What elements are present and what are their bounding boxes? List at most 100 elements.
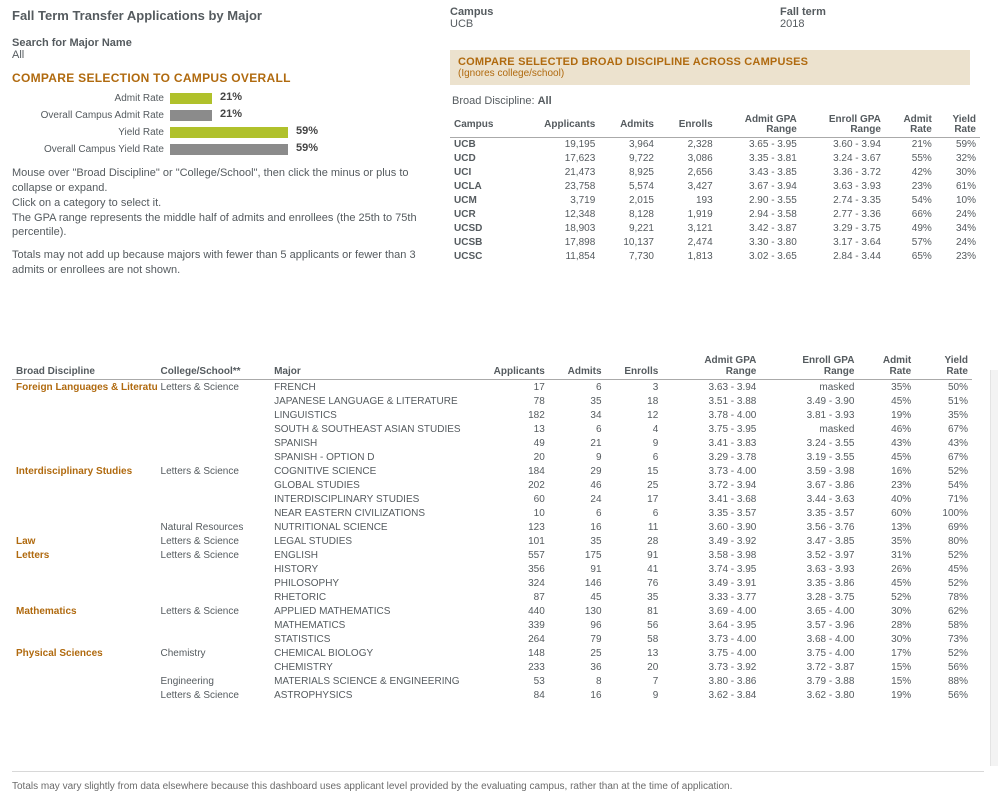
detail-cell: 35	[606, 590, 663, 604]
campus-col-header[interactable]: Enroll GPARange	[801, 113, 885, 137]
detail-row[interactable]: SOUTH & SOUTHEAST ASIAN STUDIES13643.75 …	[12, 422, 972, 436]
detail-row[interactable]: HISTORY35691413.74 - 3.953.63 - 3.9326%4…	[12, 562, 972, 576]
campus-term-grid: Campus UCB Fall term 2018	[450, 6, 990, 30]
term-value[interactable]: 2018	[780, 18, 980, 30]
detail-row[interactable]: EngineeringMATERIALS SCIENCE & ENGINEERI…	[12, 674, 972, 688]
campus-cell: 55%	[885, 152, 936, 166]
campus-cell: 2,474	[658, 236, 717, 250]
detail-cell: 73%	[915, 632, 972, 646]
campus-row[interactable]: UCM3,7192,0151932.90 - 3.552.74 - 3.3554…	[450, 194, 980, 208]
campus-row[interactable]: UCD17,6239,7223,0863.35 - 3.813.24 - 3.6…	[450, 152, 980, 166]
detail-cell: SPANISH - OPTION D	[270, 450, 482, 464]
detail-row[interactable]: RHETORIC8745353.33 - 3.773.28 - 3.7552%7…	[12, 590, 972, 604]
detail-row[interactable]: JAPANESE LANGUAGE & LITERATURE7835183.51…	[12, 394, 972, 408]
detail-cell: 3.75 - 4.00	[662, 646, 760, 660]
detail-cell: 202	[482, 478, 549, 492]
campus-row[interactable]: UCLA23,7585,5743,4273.67 - 3.943.63 - 3.…	[450, 180, 980, 194]
detail-row[interactable]: STATISTICS26479583.73 - 4.003.68 - 4.003…	[12, 632, 972, 646]
detail-cell: 184	[482, 464, 549, 478]
campus-col-header[interactable]: AdmitRate	[885, 113, 936, 137]
campus-col-header[interactable]: Applicants	[516, 113, 599, 137]
detail-row[interactable]: LawLetters & ScienceLEGAL STUDIES1013528…	[12, 534, 972, 548]
detail-cell: 29	[549, 464, 606, 478]
detail-cell	[157, 506, 271, 520]
campus-row[interactable]: UCSB17,89810,1372,4743.30 - 3.803.17 - 3…	[450, 236, 980, 250]
detail-row[interactable]: Physical SciencesChemistryCHEMICAL BIOLO…	[12, 646, 972, 660]
campus-cell: 3.65 - 3.95	[717, 137, 801, 152]
detail-cell: 123	[482, 520, 549, 534]
detail-row[interactable]: NEAR EASTERN CIVILIZATIONS10663.35 - 3.5…	[12, 506, 972, 520]
campus-cell: 193	[658, 194, 717, 208]
detail-row[interactable]: Natural ResourcesNUTRITIONAL SCIENCE1231…	[12, 520, 972, 534]
detail-cell: 20	[606, 660, 663, 674]
detail-cell: 17	[482, 380, 549, 395]
detail-row[interactable]: LINGUISTICS18234123.78 - 4.003.81 - 3.93…	[12, 408, 972, 422]
campus-row[interactable]: UCI21,4738,9252,6563.43 - 3.853.36 - 3.7…	[450, 166, 980, 180]
detail-cell: MATHEMATICS	[270, 618, 482, 632]
campus-cell: 2.90 - 3.55	[717, 194, 801, 208]
campus-col-header[interactable]: YieldRate	[936, 113, 980, 137]
detail-cell: 17%	[858, 646, 915, 660]
detail-col-header[interactable]: Enroll GPARange	[760, 355, 858, 380]
detail-cell: 3.62 - 3.84	[662, 688, 760, 702]
detail-col-header[interactable]: AdmitRate	[858, 355, 915, 380]
detail-row[interactable]: SPANISH492193.41 - 3.833.24 - 3.5543%43%	[12, 436, 972, 450]
campus-col-header[interactable]: Admits	[599, 113, 658, 137]
detail-cell: 557	[482, 548, 549, 562]
detail-cell: 3.28 - 3.75	[760, 590, 858, 604]
campus-value[interactable]: UCB	[450, 18, 780, 30]
campus-row[interactable]: UCSD18,9039,2213,1213.42 - 3.873.29 - 3.…	[450, 222, 980, 236]
detail-cell: 3.81 - 3.93	[760, 408, 858, 422]
campus-col-header[interactable]: Admit GPARange	[717, 113, 801, 137]
detail-row[interactable]: INTERDISCIPLINARY STUDIES6024173.41 - 3.…	[12, 492, 972, 506]
detail-cell: 21	[549, 436, 606, 450]
detail-table: Broad DisciplineCollege/School**MajorApp…	[12, 355, 972, 702]
campus-row[interactable]: UCSC11,8547,7301,8133.02 - 3.652.84 - 3.…	[450, 250, 980, 264]
bar-track	[170, 127, 370, 138]
campus-cell: 24%	[936, 208, 980, 222]
instructions-text: Mouse over "Broad Discipline" or "Colleg…	[0, 158, 440, 278]
campus-cell: 3.63 - 3.93	[801, 180, 885, 194]
detail-cell: FRENCH	[270, 380, 482, 395]
detail-cell	[157, 478, 271, 492]
detail-row[interactable]: SPANISH - OPTION D20963.29 - 3.783.19 - …	[12, 450, 972, 464]
scrollbar-vertical[interactable]	[990, 370, 998, 766]
detail-col-header[interactable]: Enrolls	[606, 355, 663, 380]
detail-row[interactable]: Interdisciplinary StudiesLetters & Scien…	[12, 464, 972, 478]
detail-col-header[interactable]: Applicants	[482, 355, 549, 380]
detail-row[interactable]: CHEMISTRY23336203.73 - 3.923.72 - 3.8715…	[12, 660, 972, 674]
detail-cell	[12, 590, 157, 604]
campus-col-header[interactable]: Enrolls	[658, 113, 717, 137]
detail-cell: 69%	[915, 520, 972, 534]
detail-col-header[interactable]: Major	[270, 355, 482, 380]
detail-cell	[12, 688, 157, 702]
detail-col-header[interactable]: YieldRate	[915, 355, 972, 380]
campus-row[interactable]: UCR12,3488,1281,9192.94 - 3.582.77 - 3.3…	[450, 208, 980, 222]
detail-cell: 46	[549, 478, 606, 492]
detail-row[interactable]: Letters & ScienceASTROPHYSICS841693.62 -…	[12, 688, 972, 702]
detail-cell: 31%	[858, 548, 915, 562]
detail-cell: 4	[606, 422, 663, 436]
detail-cell: 3.44 - 3.63	[760, 492, 858, 506]
detail-col-header[interactable]: College/School**	[157, 355, 271, 380]
detail-row[interactable]: Foreign Languages & LiteratureLetters & …	[12, 380, 972, 395]
detail-row[interactable]: PHILOSOPHY324146763.49 - 3.913.35 - 3.86…	[12, 576, 972, 590]
detail-cell	[12, 520, 157, 534]
detail-row[interactable]: LettersLetters & ScienceENGLISH557175913…	[12, 548, 972, 562]
detail-cell	[157, 576, 271, 590]
campus-col-header[interactable]: Campus	[450, 113, 516, 137]
campus-row[interactable]: UCB19,1953,9642,3283.65 - 3.953.60 - 3.9…	[450, 137, 980, 152]
detail-row[interactable]: MathematicsLetters & ScienceAPPLIED MATH…	[12, 604, 972, 618]
detail-cell: 12	[606, 408, 663, 422]
broad-discipline-value[interactable]: All	[538, 95, 552, 107]
campus-cell: 3.43 - 3.85	[717, 166, 801, 180]
detail-table-wrapper[interactable]: Broad DisciplineCollege/School**MajorApp…	[12, 355, 984, 770]
detail-col-header[interactable]: Broad Discipline	[12, 355, 157, 380]
detail-row[interactable]: MATHEMATICS33996563.64 - 3.953.57 - 3.96…	[12, 618, 972, 632]
campus-cell: 1,919	[658, 208, 717, 222]
detail-col-header[interactable]: Admit GPARange	[662, 355, 760, 380]
detail-row[interactable]: GLOBAL STUDIES20246253.72 - 3.943.67 - 3…	[12, 478, 972, 492]
detail-cell	[157, 632, 271, 646]
detail-col-header[interactable]: Admits	[549, 355, 606, 380]
detail-cell: 19%	[858, 688, 915, 702]
